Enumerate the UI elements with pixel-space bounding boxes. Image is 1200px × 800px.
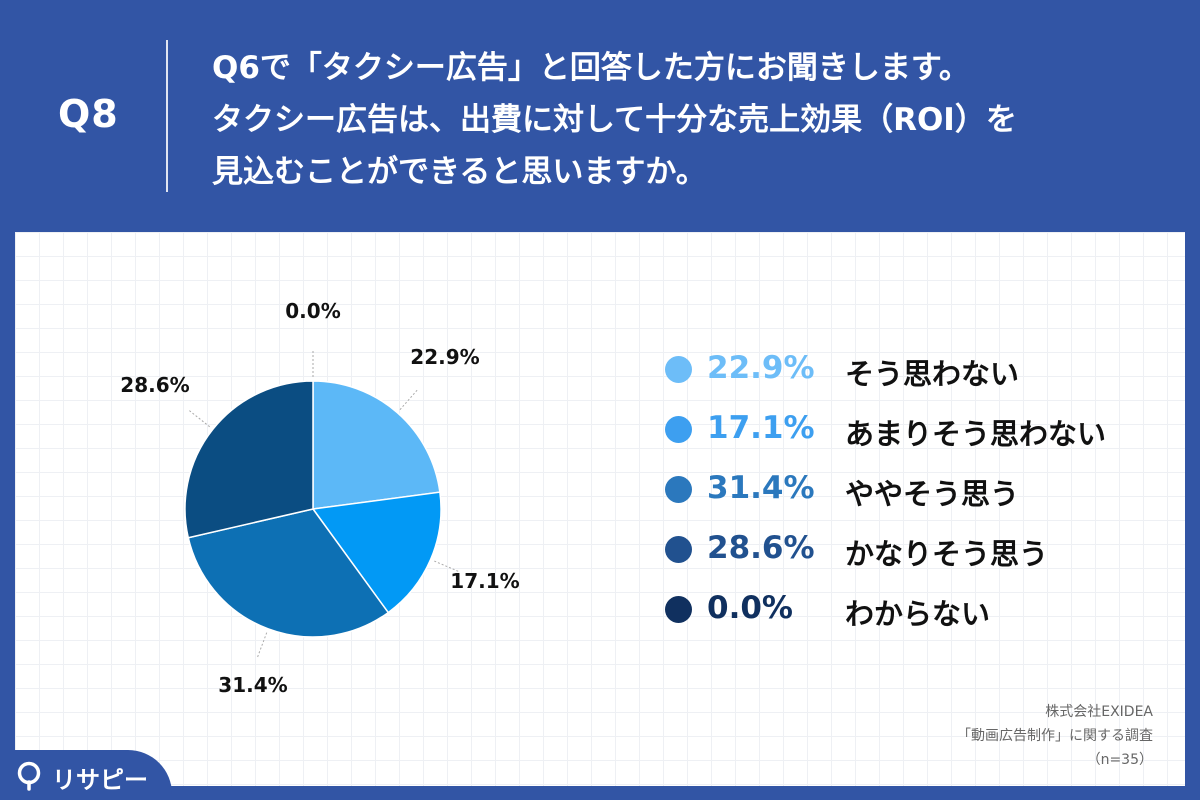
legend-percent: 17.1%: [707, 410, 815, 446]
legend: 22.9% そう思わない 17.1% あまりそう思わない 31.4% ややそう思…: [665, 340, 1165, 640]
pie-slice: [311, 491, 442, 614]
leader-line: [399, 388, 419, 411]
leader-line: [187, 408, 211, 428]
source-survey: 「動画広告制作」に関する調査: [957, 728, 1153, 744]
pie-slice: [312, 380, 441, 510]
pie-slice: [184, 380, 314, 539]
legend-item: 22.9% そう思わない: [665, 340, 1165, 400]
brand-name: リサピー: [52, 766, 148, 794]
pie-chart: 22.9% 17.1% 31.4% 28.6% 0.0%: [120, 299, 519, 697]
question-line-1: Q6で「タクシー広告」と回答した方にお聞きします。: [212, 50, 970, 86]
legend-percent: 28.6%: [707, 530, 815, 566]
slice-label: 28.6%: [120, 373, 189, 397]
question-line-3: 見込むことができると思いますか。: [212, 154, 707, 190]
slice-label: 0.0%: [285, 299, 340, 323]
legend-dot: [665, 476, 692, 503]
question-header: Q8 Q6で「タクシー広告」と回答した方にお聞きします。 タクシー広告は、出費に…: [0, 0, 1200, 232]
slice-label: 17.1%: [450, 569, 519, 593]
legend-dot: [665, 596, 692, 623]
legend-percent: 0.0%: [707, 590, 793, 626]
question-number: Q8: [58, 92, 119, 136]
slice-label: 31.4%: [218, 673, 287, 697]
question-line-2: タクシー広告は、出費に対して十分な売上効果（ROI）を: [212, 102, 1017, 138]
pie-slice: [187, 508, 390, 638]
question-text: Q6で「タクシー広告」と回答した方にお聞きします。 タクシー広告は、出費に対して…: [212, 42, 1172, 198]
leader-line: [256, 632, 268, 660]
chart-panel: 22.9% 17.1% 31.4% 28.6% 0.0% 22.9% そう思わない 17…: [15, 232, 1185, 786]
source-company: 株式会社EXIDEA: [1045, 704, 1153, 720]
legend-dot: [665, 416, 692, 443]
legend-percent: 31.4%: [707, 470, 815, 506]
source-sample-size: （n=35）: [1086, 752, 1153, 768]
legend-dot: [665, 536, 692, 563]
source-note: 株式会社EXIDEA 「動画広告制作」に関する調査 （n=35）: [957, 700, 1153, 772]
legend-dot: [665, 356, 692, 383]
brand-logo: リサピー: [0, 750, 172, 800]
legend-label: かなりそう思う: [845, 537, 1049, 571]
legend-item: 28.6% かなりそう思う: [665, 520, 1165, 580]
slice-label: 22.9%: [410, 345, 479, 369]
legend-label: わからない: [845, 597, 991, 631]
leader-line: [434, 560, 461, 573]
legend-percent: 22.9%: [707, 350, 815, 386]
legend-label: ややそう思う: [845, 477, 1020, 511]
location-pin-icon: [17, 761, 41, 791]
header-divider: [166, 40, 168, 192]
legend-label: あまりそう思わない: [845, 417, 1107, 451]
legend-label: そう思わない: [845, 357, 1020, 391]
legend-item: 0.0% わからない: [665, 580, 1165, 640]
legend-item: 31.4% ややそう思う: [665, 460, 1165, 520]
legend-item: 17.1% あまりそう思わない: [665, 400, 1165, 460]
